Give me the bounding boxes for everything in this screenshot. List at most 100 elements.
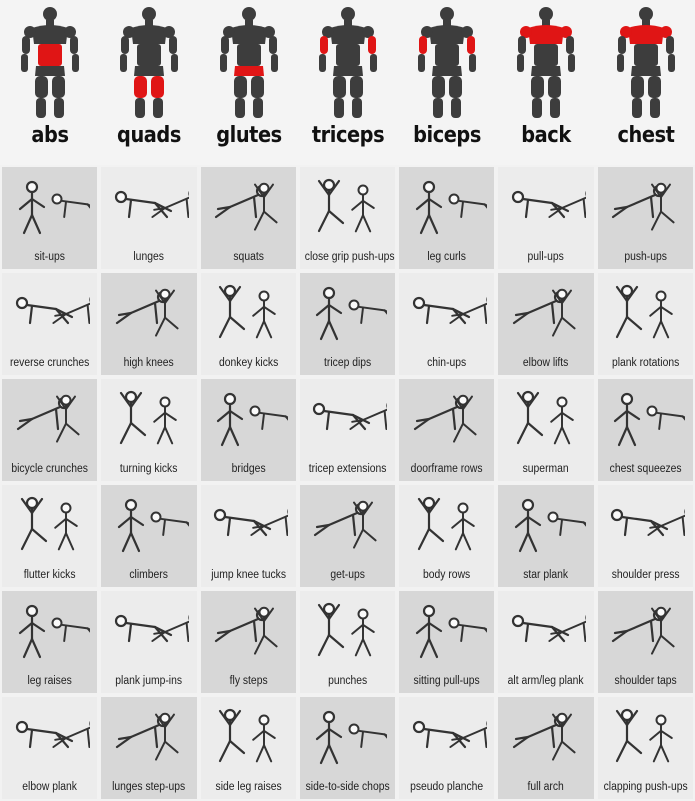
exercise-label: high knees bbox=[123, 357, 174, 369]
exercise-label: sit-ups bbox=[34, 251, 65, 263]
exercise-figure-icon bbox=[214, 508, 289, 537]
exercise-label: punches bbox=[327, 675, 368, 687]
muscle-label: chest bbox=[617, 123, 675, 148]
exercise-elbow-lifts: elbow lifts bbox=[498, 273, 594, 375]
exercise-doorframe-rows: doorframe rows bbox=[399, 379, 495, 481]
body-figure-icon bbox=[120, 7, 179, 118]
exercise-figure-icon bbox=[516, 390, 574, 445]
exercise-figure-icon bbox=[417, 496, 475, 551]
exercise-figure-icon bbox=[318, 178, 376, 233]
exercise-label: climbers bbox=[129, 569, 169, 581]
exercise-figure-icon bbox=[614, 392, 686, 447]
exercise-figure-icon bbox=[412, 296, 487, 325]
exercise-figure-icon bbox=[511, 190, 587, 219]
exercise-punches: punches bbox=[299, 591, 396, 693]
muscle-back: back bbox=[500, 0, 592, 165]
exercise-label: close grip push-ups bbox=[304, 251, 395, 263]
exercise-figure-icon bbox=[15, 720, 90, 749]
exercise-label: get-ups bbox=[330, 569, 365, 581]
exercise-side-to-side-chops: side-to-side chops bbox=[299, 697, 396, 799]
exercise-tricep-dips: tricep dips bbox=[299, 273, 396, 375]
exercise-figure-icon bbox=[20, 496, 78, 551]
exercise-label: leg raises bbox=[27, 675, 72, 687]
exercise-figure-icon bbox=[18, 604, 90, 659]
muscle-label: biceps bbox=[413, 123, 482, 148]
exercise-label: star plank bbox=[523, 569, 569, 581]
exercise-figure-icon bbox=[616, 708, 674, 763]
exercise-figure-icon bbox=[412, 720, 487, 749]
exercise-figure-icon bbox=[512, 288, 576, 337]
muscle-abs: abs bbox=[4, 0, 96, 165]
muscle-quads: quads bbox=[103, 0, 195, 165]
exercise-label: tricep dips bbox=[323, 357, 372, 369]
exercise-figure-icon bbox=[415, 604, 487, 659]
exercise-label: pseudo planche bbox=[410, 781, 484, 793]
exercise-shoulder-press: shoulder press bbox=[597, 485, 693, 587]
muscle-biceps: biceps bbox=[401, 0, 493, 165]
exercise-squats: squats bbox=[200, 167, 296, 269]
exercise-label: plank rotations bbox=[611, 357, 679, 369]
exercise-figure-icon bbox=[215, 182, 278, 231]
muscle-label: back bbox=[521, 123, 572, 148]
exercise-label: pull-ups bbox=[527, 251, 565, 263]
exercise-plank-rotations: plank rotations bbox=[597, 273, 693, 375]
body-figure-icon bbox=[219, 7, 278, 118]
exercise-get-ups: get-ups bbox=[299, 485, 396, 587]
exercise-figure-icon bbox=[217, 392, 289, 447]
exercise-jump-knee-tucks: jump knee tucks bbox=[200, 485, 296, 587]
exercise-sitting-pull-ups: sitting pull-ups bbox=[399, 591, 495, 693]
exercise-label: lunges step-ups bbox=[112, 781, 186, 793]
exercise-label: push-ups bbox=[624, 251, 667, 263]
exercise-label: elbow lifts bbox=[523, 357, 569, 369]
exercise-grid: sit-ups lunges squats close grip push-up… bbox=[0, 165, 695, 801]
exercise-figure-icon bbox=[15, 296, 90, 325]
exercise-figure-icon bbox=[114, 614, 189, 643]
exercise-full-arch: full arch bbox=[498, 697, 594, 799]
exercise-star-plank: star plank bbox=[498, 485, 594, 587]
exercise-label: leg curls bbox=[427, 251, 467, 263]
exercise-label: fly steps bbox=[229, 675, 268, 687]
exercise-superman: superman bbox=[498, 379, 594, 481]
exercise-reverse-crunches: reverse crunches bbox=[2, 273, 98, 375]
muscle-header: abs quads bbox=[0, 0, 695, 165]
body-figure-icon bbox=[318, 7, 377, 118]
exercise-figure-icon bbox=[215, 606, 278, 655]
muscle-chest: chest bbox=[600, 0, 692, 165]
exercise-label: elbow plank bbox=[22, 781, 77, 793]
exercise-chin-ups: chin-ups bbox=[399, 273, 495, 375]
exercise-label: chest squeezes bbox=[609, 463, 682, 475]
exercise-label: squats bbox=[232, 251, 264, 263]
exercise-label: full arch bbox=[527, 781, 565, 793]
exercise-label: body rows bbox=[423, 569, 471, 581]
exercise-label: tricep extensions bbox=[308, 463, 387, 475]
exercise-close-grip-push-ups: close grip push-ups bbox=[299, 167, 396, 269]
exercise-figure-icon bbox=[415, 180, 487, 235]
exercise-label: lunges bbox=[133, 251, 165, 263]
exercise-figure-icon bbox=[413, 394, 477, 443]
exercise-figure-icon bbox=[119, 390, 177, 445]
exercise-label: donkey kicks bbox=[218, 357, 278, 369]
exercise-lunges: lunges bbox=[101, 167, 197, 269]
exercise-label: flutter kicks bbox=[23, 569, 76, 581]
exercise-label: doorframe rows bbox=[410, 463, 483, 475]
exercise-label: sitting pull-ups bbox=[413, 675, 480, 687]
exercise-figure-icon bbox=[316, 710, 388, 765]
exercise-label: shoulder press bbox=[611, 569, 680, 581]
exercise-figure-icon bbox=[611, 508, 686, 537]
exercise-leg-curls: leg curls bbox=[399, 167, 495, 269]
exercise-shoulder-taps: shoulder taps bbox=[597, 591, 693, 693]
exercise-figure-icon bbox=[18, 180, 90, 235]
muscle-label: triceps bbox=[311, 123, 385, 148]
exercise-figure-icon bbox=[511, 614, 587, 643]
muscle-label: quads bbox=[117, 123, 182, 148]
exercise-label: shoulder taps bbox=[614, 675, 677, 687]
exercise-figure-icon bbox=[612, 182, 675, 231]
exercise-lunges-step-ups: lunges step-ups bbox=[101, 697, 197, 799]
exercise-sit-ups: sit-ups bbox=[2, 167, 98, 269]
exercise-figure-icon bbox=[16, 394, 80, 443]
exercise-turning-kicks: turning kicks bbox=[101, 379, 197, 481]
exercise-leg-raises: leg raises bbox=[2, 591, 98, 693]
exercise-body-rows: body rows bbox=[399, 485, 495, 587]
muscle-label: glutes bbox=[215, 123, 282, 148]
exercise-alt-arm-leg-plank: alt arm/leg plank bbox=[498, 591, 594, 693]
